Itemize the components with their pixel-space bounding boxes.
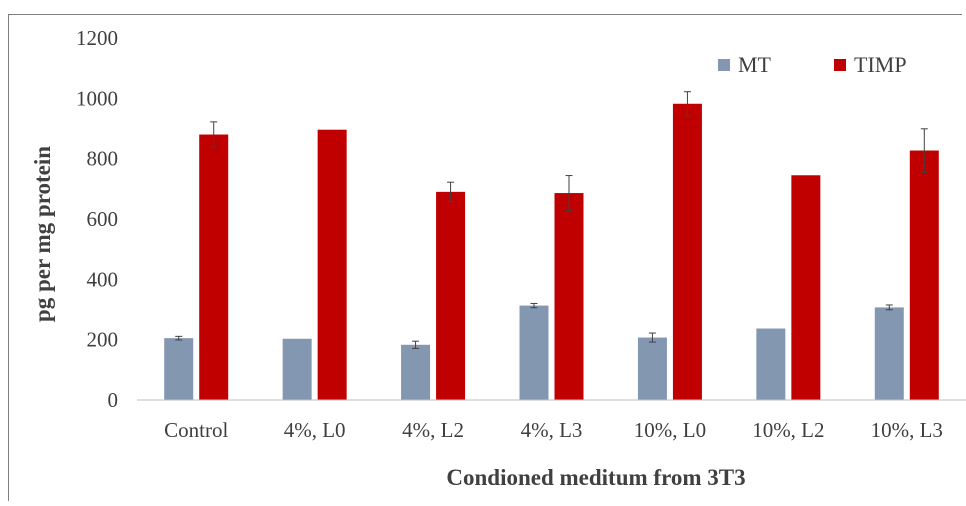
y-tick-label: 400 [87, 267, 119, 291]
bar-mt [519, 305, 549, 400]
y-tick-label: 200 [87, 328, 119, 352]
bar-timp [791, 175, 821, 400]
bar-mt [756, 328, 786, 400]
y-tick-label: 600 [87, 207, 119, 231]
x-tick-label: 10%, L3 [871, 418, 943, 442]
x-tick-label: 4%, L3 [521, 418, 583, 442]
bar-timp [199, 134, 229, 401]
chart-frame [8, 14, 962, 501]
legend-label-mt: MT [738, 52, 772, 77]
y-tick-label: 1000 [76, 86, 118, 110]
x-tick-label: 4%, L2 [402, 418, 464, 442]
bar-mt [874, 307, 904, 400]
x-axis-ticks: Control 4%, L0 4%, L2 4%, L3 10%, L0 10%, L2 1… [164, 418, 943, 442]
y-axis-ticks: 0 200 400 600 800 1000 1200 [76, 26, 118, 412]
y-tick-label: 0 [108, 388, 119, 412]
bar-mt [637, 337, 667, 400]
x-tick-label: 4%, L0 [284, 418, 346, 442]
x-tick-label: Control [164, 418, 228, 442]
bar-timp [909, 150, 939, 400]
bar-mt [164, 338, 194, 400]
bar-mt [282, 338, 312, 400]
x-tick-label: 10%, L0 [634, 418, 706, 442]
legend-swatch-mt [718, 59, 730, 71]
bar-timp [317, 129, 347, 400]
y-axis-title: pg per mg protein [30, 146, 55, 322]
y-tick-label: 1200 [76, 26, 118, 50]
error-bars [175, 91, 928, 349]
legend-label-timp: TIMP [854, 52, 907, 77]
legend-swatch-timp [834, 59, 846, 71]
x-tick-label: 10%, L2 [752, 418, 824, 442]
bars [164, 103, 939, 401]
bar-timp [672, 103, 702, 400]
legend: MT TIMP [718, 52, 907, 77]
x-axis-title: Condioned meditum from 3T3 [446, 465, 745, 490]
bar-timp [554, 193, 584, 400]
bar-mt [401, 344, 431, 400]
bar-timp [436, 191, 466, 400]
y-tick-label: 800 [87, 147, 119, 171]
